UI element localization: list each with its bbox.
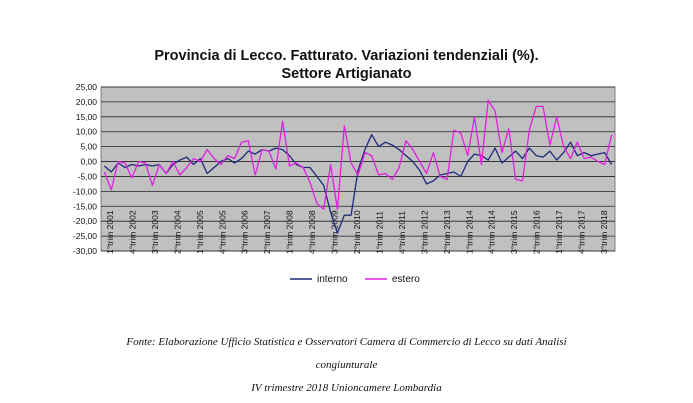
y-axis: 25,00 20,00 15,00 10,00 5,00 0,00 -5,00 -10,00 -… — [73, 82, 97, 256]
x-tick-label: 4°trim 2002 — [127, 210, 137, 254]
series-line-estero — [103, 99, 613, 210]
x-tick-label: 4°trim 2011 — [397, 211, 407, 254]
x-tick-label: 2°trim 2016 — [532, 210, 542, 254]
chart-title: Provincia di Lecco. Fatturato. Variazion… — [154, 48, 539, 64]
y-tick-label: 0,00 — [80, 157, 97, 167]
y-tick-label: -30,00 — [73, 246, 97, 256]
x-tick-label: 3°trim 2015 — [509, 210, 519, 254]
y-tick-label: -5,00 — [78, 171, 98, 181]
x-tick-label: 4°trim 2014 — [487, 210, 497, 254]
legend-label-estero: estero — [392, 274, 420, 285]
x-tick-label: 1°trim 2014 — [464, 210, 474, 254]
y-tick-label: 25,00 — [76, 82, 98, 92]
y-tick-label: -20,00 — [73, 216, 97, 226]
source-caption-line2: congiunturale — [315, 359, 378, 371]
x-tick-label: 3°trim 2012 — [419, 210, 429, 254]
x-tick-label: 2°trim 2004 — [172, 210, 182, 254]
series-layer — [103, 99, 613, 234]
x-tick-label: 3°trim 2003 — [150, 210, 160, 254]
chart-subtitle: Settore Artigianato — [281, 66, 412, 82]
y-tick-label: -25,00 — [73, 231, 97, 241]
x-tick-label: 2°trim 2007 — [262, 210, 272, 254]
x-tick-label: 1°trim 2005 — [195, 210, 205, 254]
x-tick-label: 4°trim 2005 — [217, 210, 227, 254]
x-tick-label: 1°trim 2008 — [285, 210, 295, 254]
x-tick-label: 4°trim 2008 — [307, 210, 317, 254]
grid-lines — [101, 86, 615, 252]
chart-svg: 25,00 20,00 15,00 10,00 5,00 0,00 -5,00 -10,00 -… — [73, 82, 616, 285]
x-tick-label: 3°trim 2018 — [599, 210, 609, 254]
legend: interno estero — [290, 274, 420, 285]
y-tick-label: 10,00 — [76, 127, 98, 137]
x-tick-label: 4°trim 2017 — [577, 210, 587, 254]
legend-label-interno: interno — [317, 274, 348, 285]
y-tick-label: 5,00 — [80, 142, 97, 152]
y-tick-label: 15,00 — [76, 112, 98, 122]
y-tick-label: -15,00 — [73, 201, 97, 211]
x-tick-label: 2°trim 2010 — [352, 210, 362, 254]
x-tick-label: 1°trim 2011 — [374, 211, 384, 254]
x-tick-label: 3°trim 2009 — [330, 210, 340, 254]
y-tick-label: -10,00 — [73, 186, 97, 196]
x-axis: 1°trim 2001 4°trim 2002 3°trim 2003 2°trim … — [105, 210, 609, 254]
x-tick-label: 1°trim 2017 — [554, 210, 564, 254]
y-tick-label: 20,00 — [76, 97, 98, 107]
x-tick-label: 1°trim 2001 — [105, 210, 115, 254]
source-caption-line1: Fonte: Elaborazione Ufficio Statistica e… — [126, 336, 567, 348]
x-tick-label: 2°trim 2013 — [442, 210, 452, 254]
source-caption-line3: IV trimestre 2018 Unioncamere Lombardia — [251, 382, 442, 394]
x-tick-label: 3°trim 2006 — [240, 210, 250, 254]
